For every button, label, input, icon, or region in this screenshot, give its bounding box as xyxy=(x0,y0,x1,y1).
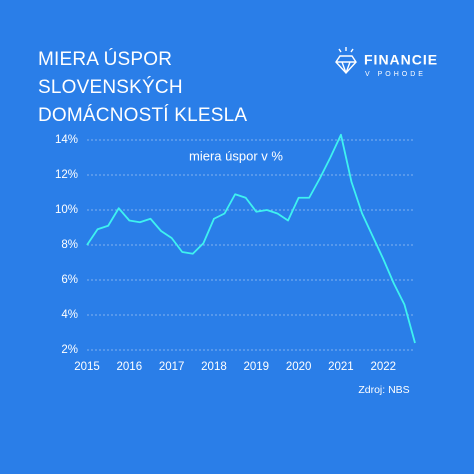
data-line xyxy=(86,133,416,344)
y-tick-label: 4% xyxy=(61,309,78,321)
x-tick-label: 2020 xyxy=(286,361,312,373)
x-tick-label: 2019 xyxy=(243,361,269,373)
y-tick-label: 2% xyxy=(61,344,78,356)
y-tick-label: 14% xyxy=(55,134,78,146)
x-tick-label: 2015 xyxy=(74,361,100,373)
chart-title: MIERA ÚSPOR SLOVENSKÝCH DOMÁCNOSTÍ KLESL… xyxy=(38,49,248,126)
logo-icon xyxy=(335,47,357,75)
y-tick-label: 10% xyxy=(55,204,78,216)
x-tick-label: 2018 xyxy=(201,361,227,373)
y-tick-label: 8% xyxy=(61,239,78,251)
logo-name: FINANCIE xyxy=(364,52,438,68)
y-tick-label: 12% xyxy=(55,169,78,181)
x-tick-label: 2017 xyxy=(159,361,185,373)
source: Zdroj: NBS xyxy=(358,384,409,396)
logo-tagline: V POHODE xyxy=(365,71,426,78)
y-tick-label: 6% xyxy=(61,274,78,286)
x-tick-label: 2016 xyxy=(117,361,143,373)
x-tick-label: 2021 xyxy=(328,361,354,373)
x-tick-label: 2022 xyxy=(370,361,396,373)
annotation: miera úspor v % xyxy=(189,148,283,163)
